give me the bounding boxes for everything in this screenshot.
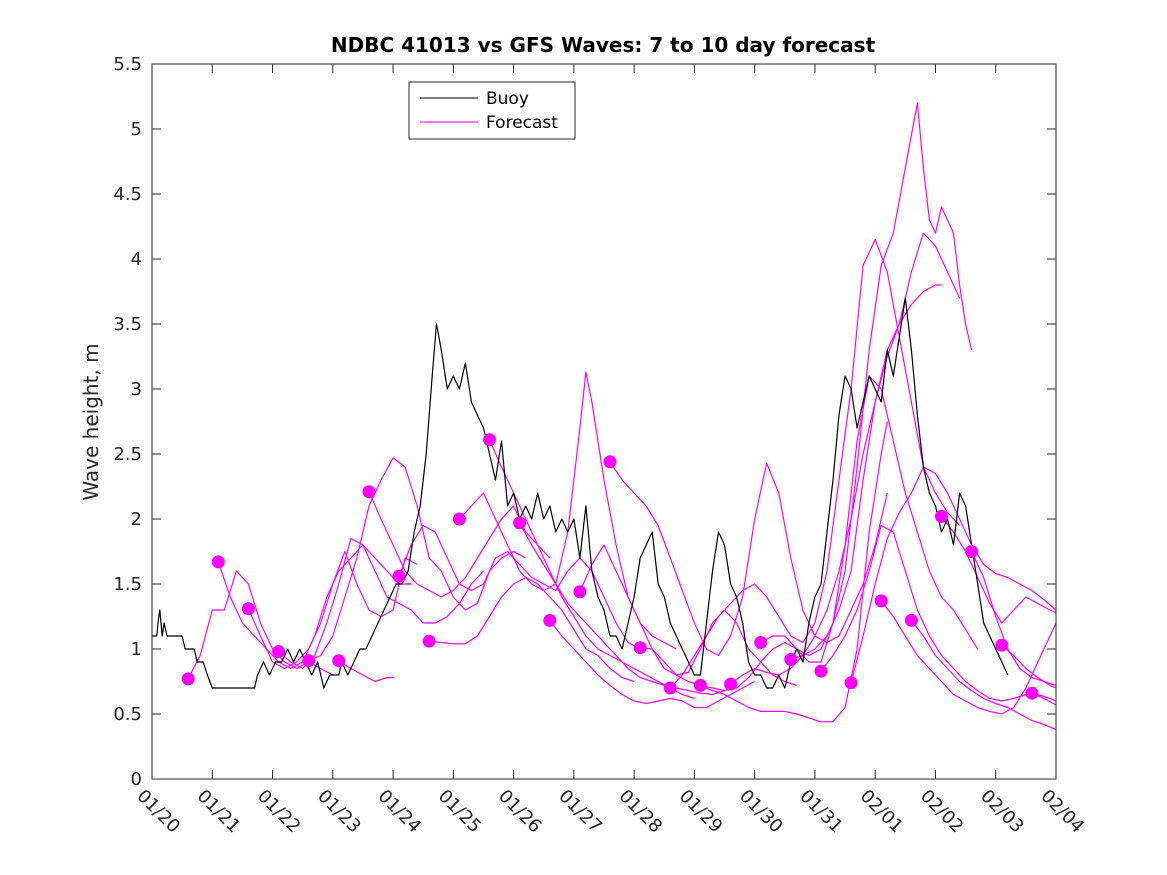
forecast-series-line-21 [790, 284, 942, 660]
forecast-start-marker-18 [693, 678, 707, 692]
forecast-start-marker-15 [603, 455, 617, 469]
forecast-start-marker-14 [573, 585, 587, 599]
y-tick-label: 4 [131, 249, 142, 270]
forecast-start-marker-25 [904, 613, 918, 627]
forecast-start-marker-24 [874, 594, 888, 608]
forecast-start-marker-28 [995, 638, 1009, 652]
forecast-series-line-12 [519, 522, 725, 696]
x-tick-label: 01/20 [132, 786, 184, 838]
axes-box [151, 63, 1057, 780]
forecast-series-line-15 [609, 461, 888, 657]
x-tick-label: 02/03 [976, 786, 1028, 838]
y-tick-label: 5 [131, 119, 142, 140]
x-tick-label: 01/22 [253, 786, 305, 838]
forecast-start-marker-11 [483, 433, 496, 447]
forecast-start-marker-13 [543, 613, 557, 627]
forecast-series-line-8 [398, 524, 641, 650]
forecast-start-marker-4 [272, 645, 286, 659]
forecast-start-marker-21 [784, 652, 798, 666]
x-tick-label: 01/25 [434, 786, 486, 838]
forecast-series-line-13 [549, 620, 755, 709]
forecast-start-marker-8 [392, 569, 406, 583]
x-tick-label: 02/04 [1036, 786, 1088, 838]
y-tick-label: 4.5 [113, 184, 142, 205]
forecast-series-line-20 [760, 102, 973, 657]
forecast-start-marker-27 [965, 545, 979, 558]
forecast-series-line-19 [730, 232, 961, 685]
x-tick-label: 01/28 [615, 786, 667, 838]
x-tick-label: 01/29 [675, 786, 727, 838]
chart-title: NDBC 41013 vs GFS Waves: 7 to 10 day for… [331, 33, 876, 57]
forecast-start-marker-1 [181, 672, 195, 686]
x-tick-label: 02/02 [916, 786, 968, 838]
forecast-start-marker-26 [935, 509, 948, 523]
x-tick-label: 02/01 [856, 786, 908, 838]
forecast-series-line-26 [941, 516, 1057, 624]
forecast-start-marker-12 [513, 516, 527, 530]
forecast-series-line-28 [1001, 644, 1057, 689]
plot-area [152, 102, 1057, 731]
forecast-start-marker-9 [422, 634, 436, 648]
y-tick-label: 2 [131, 509, 142, 530]
forecast-series-line-3 [247, 550, 418, 670]
y-axis-label: Wave height, m [79, 343, 103, 500]
x-tick-label: 01/30 [735, 786, 787, 838]
legend: Buoy Forecast [408, 81, 576, 140]
axes: 00.511.522.533.544.555.501/20 01/21 01/22 0… [113, 54, 1088, 837]
buoy-series-line [152, 297, 1009, 689]
forecast-start-marker-10 [452, 512, 466, 526]
forecast-series-line-11 [488, 439, 695, 699]
forecast-series-line-24 [880, 600, 1057, 715]
forecast-start-marker-7 [362, 485, 376, 499]
x-tick-label: 01/31 [795, 786, 847, 838]
forecast-series-line-17 [669, 238, 961, 689]
x-tick-label: 01/24 [374, 786, 426, 838]
legend-forecast-label: Forecast [486, 113, 558, 133]
forecast-series-line-6 [338, 660, 394, 683]
x-tick-label: 01/21 [193, 786, 245, 838]
forecast-start-marker-29 [1025, 686, 1039, 700]
forecast-start-marker-3 [241, 602, 255, 616]
y-tick-label: 1.5 [113, 574, 142, 595]
forecast-start-marker-20 [754, 636, 768, 649]
legend-box [408, 81, 576, 140]
x-tick-label: 01/27 [554, 786, 606, 838]
forecast-start-marker-23 [844, 676, 858, 690]
forecast-series-line-18 [700, 375, 979, 692]
y-tick-label: 2.5 [113, 444, 142, 465]
forecast-series-line-25 [910, 620, 1057, 731]
y-tick-label: 0 [131, 769, 142, 790]
forecast-start-marker-6 [332, 654, 346, 668]
forecast-series-line-22 [820, 524, 1057, 702]
y-tick-label: 3 [131, 379, 142, 400]
legend-buoy-label: Buoy [486, 89, 529, 109]
y-tick-label: 3.5 [113, 314, 142, 335]
forecast-start-marker-17 [663, 681, 677, 695]
y-tick-label: 0.5 [113, 704, 142, 725]
forecast-start-marker-5 [302, 654, 316, 668]
forecast-start-marker-2 [211, 555, 225, 569]
forecast-series-line-9 [429, 576, 635, 683]
forecast-start-marker-16 [633, 641, 647, 655]
x-tick-label: 01/26 [494, 786, 546, 838]
y-tick-label: 1 [131, 639, 142, 660]
x-tick-label: 01/23 [313, 786, 365, 838]
y-tick-label: 5.5 [113, 54, 142, 75]
forecast-series-line-5 [308, 457, 526, 662]
forecast-start-marker-19 [724, 677, 738, 691]
forecast-series-line-27 [971, 551, 1057, 686]
forecast-series-line-23 [850, 466, 1057, 683]
forecast-start-marker-22 [814, 664, 828, 678]
